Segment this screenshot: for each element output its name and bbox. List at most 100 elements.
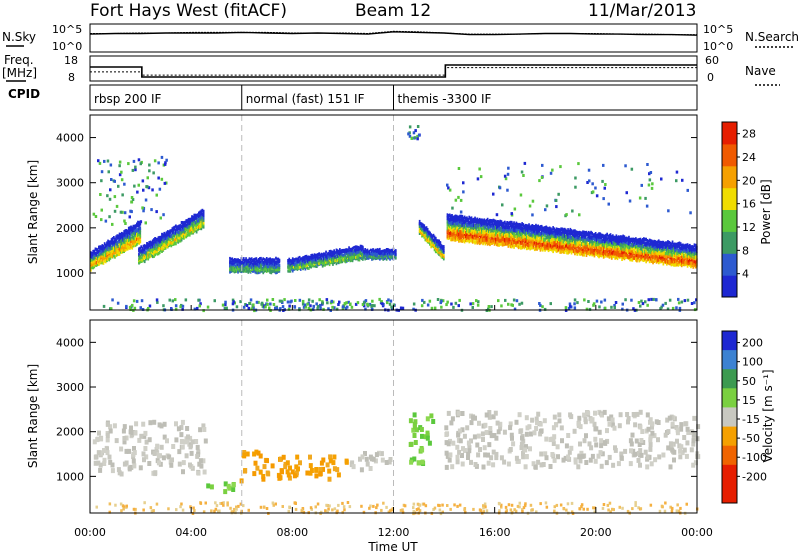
- power-scatter-cell: [414, 129, 417, 132]
- power-scatter-cell: [108, 215, 111, 218]
- power-scatter-cell: [319, 307, 322, 310]
- power-scatter-cell: [472, 306, 475, 309]
- power-scatter-cell: [127, 162, 130, 165]
- power-scatter-cell: [141, 299, 144, 302]
- power-scatter-cell: [507, 167, 510, 170]
- power-scatter-cell: [268, 307, 271, 310]
- power-colorbar-tick-label: 4: [742, 268, 749, 281]
- nave-tick-top: 60: [705, 54, 719, 67]
- velocity-cell: [177, 449, 181, 454]
- power-scatter-cell: [308, 298, 311, 301]
- power-scatter-cell: [622, 303, 625, 306]
- velocity-cell: [111, 468, 115, 473]
- power-scatter-cell: [451, 207, 454, 210]
- power-scatter-cell: [152, 171, 155, 174]
- power-scatter-cell: [224, 307, 227, 310]
- nave-label: Nave: [745, 64, 776, 78]
- power-scatter-cell: [407, 132, 410, 135]
- power-scatter-cell: [326, 298, 329, 301]
- power-scatter-cell: [446, 184, 449, 187]
- power-scatter-cell: [121, 193, 124, 196]
- power-scatter-cell: [455, 302, 458, 305]
- power-scatter-cell: [511, 212, 514, 215]
- power-scatter-cell: [161, 178, 164, 181]
- power-scatter-cell: [650, 171, 653, 174]
- power-scatter-cell: [544, 208, 547, 211]
- power-scatter-cell: [574, 177, 577, 180]
- power-scatter-cell: [123, 183, 126, 186]
- power-scatter-cell: [431, 307, 434, 310]
- power-scatter-cell: [103, 160, 106, 163]
- power-scatter-cell: [243, 306, 246, 309]
- noise-tick-right-bottom: 10^0: [703, 40, 733, 53]
- power-scatter-cell: [649, 178, 652, 181]
- power-scatter-cell: [492, 193, 495, 196]
- power-scatter-cell: [652, 298, 655, 301]
- power-scatter-cell: [642, 302, 645, 305]
- power-scatter-cell: [458, 304, 461, 307]
- power-scatter-cell: [266, 303, 269, 306]
- power-scatter-cell: [155, 210, 158, 213]
- power-scatter-cell: [546, 204, 549, 207]
- power-scatter-cell: [641, 184, 644, 187]
- power-colorbar-tick-label: 24: [742, 151, 756, 164]
- power-scatter-cell: [624, 298, 627, 301]
- power-scatter-cell: [109, 188, 112, 191]
- nave-line: [90, 68, 697, 76]
- power-scatter-cell: [123, 220, 126, 223]
- power-scatter-cell: [140, 162, 143, 165]
- power-scatter-cell: [214, 299, 217, 302]
- power-scatter-cell: [693, 301, 696, 304]
- velocity-cell: [106, 450, 110, 455]
- power-scatter-cell: [161, 156, 164, 159]
- noise-tick-right-top: 10^5: [703, 23, 733, 36]
- power-scatter-cell: [246, 304, 249, 307]
- power-scatter-cell: [518, 303, 521, 306]
- power-scatter-cell: [681, 301, 684, 304]
- nsky-label: N.Sky: [2, 30, 36, 44]
- y-tick-label: 3000: [56, 177, 84, 190]
- power-scatter-cell: [174, 298, 177, 301]
- power-scatter-cell: [134, 168, 137, 171]
- power-scatter-cell: [185, 298, 188, 301]
- power-scatter-cell: [109, 198, 112, 201]
- power-scatter-cell: [288, 305, 291, 308]
- velocity-cell: [115, 438, 119, 443]
- power-scatter-cell: [604, 307, 607, 310]
- power-colorbar-swatch: [722, 253, 737, 275]
- power-scatter-cell: [541, 176, 544, 179]
- power-scatter-cell: [103, 305, 106, 308]
- power-scatter-cell: [449, 189, 452, 192]
- power-scatter-cell: [472, 302, 475, 305]
- power-scatter-cell: [452, 306, 455, 309]
- power-scatter-cell: [490, 305, 493, 308]
- power-scatter-cell: [681, 179, 684, 182]
- power-scatter-cell: [107, 160, 110, 163]
- power-scatter-cell: [460, 211, 463, 214]
- power-scatter-cell: [390, 306, 393, 309]
- power-scatter-cell: [434, 307, 437, 310]
- power-scatter-cell: [373, 304, 376, 307]
- power-scatter-cell: [499, 186, 502, 189]
- power-scatter-cell: [400, 307, 403, 310]
- power-colorbar-swatch: [722, 231, 737, 253]
- power-scatter-cell: [689, 211, 692, 214]
- power-ylabel: Slant Range [km]: [26, 160, 40, 264]
- power-scatter-cell: [676, 171, 679, 174]
- freq-tick-bottom: 8: [68, 71, 75, 84]
- power-scatter-cell: [644, 300, 647, 303]
- power-scatter-cell: [565, 213, 568, 216]
- power-scatter-cell: [387, 298, 390, 301]
- velocity-cell: [203, 470, 207, 475]
- velocity-cell: [97, 431, 101, 436]
- power-scatter-cell: [541, 164, 544, 167]
- power-scatter-cell: [639, 197, 642, 200]
- power-scatter-cell: [248, 307, 251, 310]
- power-scatter-cell: [507, 173, 510, 176]
- power-scatter-cell: [691, 302, 694, 305]
- power-scatter-cell: [458, 299, 461, 302]
- power-scatter-cell: [322, 302, 325, 305]
- power-scatter-cell: [478, 168, 481, 171]
- power-scatter-cell: [507, 303, 510, 306]
- power-scatter-cell: [156, 194, 159, 197]
